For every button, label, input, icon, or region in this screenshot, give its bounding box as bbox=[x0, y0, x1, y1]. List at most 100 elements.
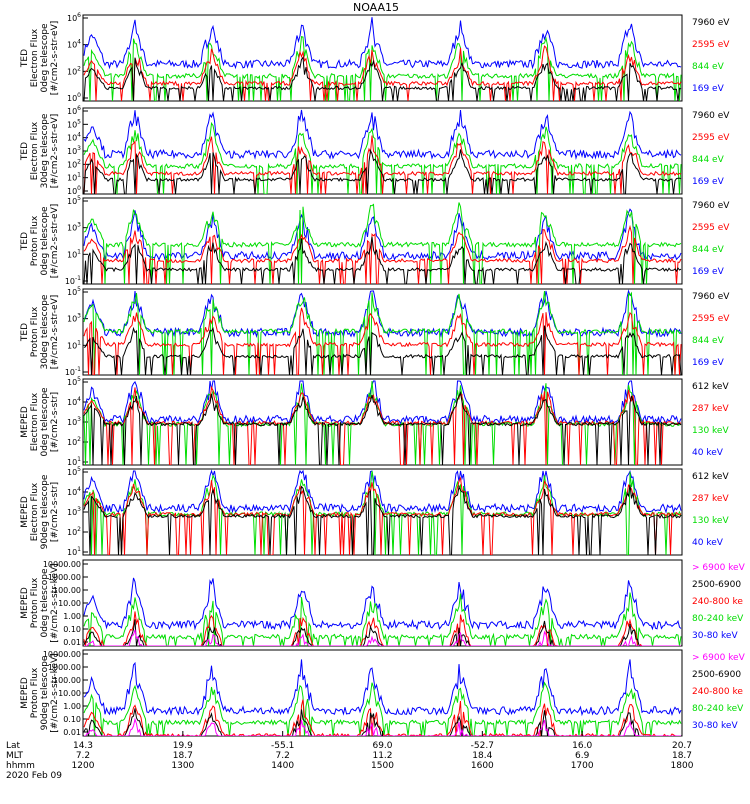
y-tick-label: 103 bbox=[67, 416, 81, 427]
y-tick-label: 1000.00 bbox=[48, 663, 81, 672]
panel-1: 100 102 104 106 TEDElectron Flux0deg telesco… bbox=[20, 12, 730, 103]
y-tick-label: 103 bbox=[67, 145, 81, 156]
series-line bbox=[83, 56, 682, 101]
x-tick-label: 6.9 bbox=[575, 751, 590, 761]
y-tick-label: 0.01 bbox=[63, 728, 81, 737]
series-line bbox=[83, 121, 682, 194]
y-tick-label: 105 bbox=[67, 466, 81, 477]
legend-entry: 612 keV bbox=[692, 472, 729, 482]
series-line bbox=[83, 45, 682, 101]
y-tick-label: 105 bbox=[67, 286, 81, 297]
y-tick-label: 1000.00 bbox=[48, 573, 81, 582]
series-line bbox=[83, 390, 682, 465]
series-line bbox=[83, 149, 682, 194]
x-tick-label: 7.2 bbox=[276, 751, 290, 761]
legend-entry: 7960 eV bbox=[692, 292, 730, 302]
y-tick-label: 105 bbox=[67, 195, 81, 206]
legend-entry: 287 keV bbox=[692, 404, 729, 414]
legend-entry: 30-80 keV bbox=[692, 721, 738, 731]
x-row-label: Lat bbox=[6, 741, 21, 751]
series-line bbox=[83, 208, 682, 262]
y-axis-label: TEDElectron Flux0deg telescope[#/cm2-s-s… bbox=[20, 21, 60, 96]
x-tick-label: 1500 bbox=[371, 761, 394, 771]
y-tick-label: 104 bbox=[67, 396, 81, 407]
panel-8: 10000.00 1000.00 100.00 10.00 1.00 0.10 0.01ME… bbox=[20, 649, 746, 737]
figure-title: NOAA15 bbox=[353, 1, 399, 14]
x-tick-label: 69.0 bbox=[372, 741, 392, 751]
y-tick-label: 104 bbox=[67, 132, 81, 143]
panel-2: 100 101 102 103 104 105 106 TEDElectron Flux30d… bbox=[20, 105, 730, 196]
legend-entry: 844 eV bbox=[692, 155, 725, 165]
legend-entry: 7960 eV bbox=[692, 201, 730, 211]
series-line bbox=[83, 202, 682, 284]
series-line bbox=[83, 592, 682, 646]
y-tick-label: 103 bbox=[67, 222, 81, 233]
x-row-label: 2020 Feb 09 bbox=[6, 771, 62, 781]
legend-entry: 844 eV bbox=[692, 62, 725, 72]
x-tick-label: -52.7 bbox=[471, 741, 494, 751]
series-line bbox=[83, 577, 682, 631]
y-tick-label: 0.10 bbox=[63, 715, 81, 724]
y-tick-label: 10-1 bbox=[65, 366, 81, 377]
x-tick-label: 1800 bbox=[671, 761, 694, 771]
y-tick-label: 102 bbox=[67, 65, 81, 76]
series-line bbox=[83, 289, 682, 339]
legend-entry: 169 eV bbox=[692, 267, 725, 277]
series-line bbox=[83, 17, 682, 70]
legend-entry: 169 eV bbox=[692, 84, 725, 94]
legend-entry: 240-800 ke bbox=[692, 687, 743, 697]
y-axis-label: TEDElectron Flux30deg telescope[#/cm2-s-… bbox=[20, 113, 60, 188]
series-line bbox=[83, 325, 682, 375]
legend-entry: 2595 eV bbox=[692, 40, 730, 50]
legend-entry: 7960 eV bbox=[692, 18, 730, 28]
y-axis-label: MEPEDElectron Flux0deg telescope[#/cm2-s… bbox=[20, 387, 60, 457]
legend-entry: 287 keV bbox=[692, 494, 729, 504]
legend-entry: 2595 eV bbox=[692, 314, 730, 324]
legend-entry: 169 eV bbox=[692, 177, 725, 187]
x-tick-label: 18.4 bbox=[472, 751, 492, 761]
legend-entry: 2500-6900 bbox=[692, 580, 741, 590]
x-row-label: MLT bbox=[6, 751, 24, 761]
y-tick-label: 102 bbox=[67, 526, 81, 537]
legend-entry: 80-240 keV bbox=[692, 614, 744, 624]
y-tick-label: 0.10 bbox=[63, 625, 81, 634]
y-tick-label: 101 bbox=[67, 172, 81, 183]
y-tick-label: 100.00 bbox=[53, 676, 81, 685]
y-axis-label: TEDProton Flux0deg telescope[#/cm2-s-str… bbox=[20, 204, 60, 279]
legend-entry: 130 keV bbox=[692, 426, 729, 436]
legend-entry: > 6900 keV bbox=[692, 563, 746, 573]
series-line bbox=[83, 109, 682, 160]
y-tick-label: 101 bbox=[67, 248, 81, 259]
series-line bbox=[83, 380, 682, 426]
panel-3: 10-1 101 103 105 TEDProton Flux0deg telescop… bbox=[20, 195, 730, 286]
y-tick-label: 101 bbox=[67, 339, 81, 350]
x-tick-label: 1700 bbox=[571, 761, 594, 771]
series-line bbox=[83, 135, 682, 194]
series-line bbox=[83, 385, 682, 465]
series-line bbox=[83, 290, 682, 375]
legend-entry: 40 keV bbox=[692, 448, 724, 458]
legend-entry: 844 eV bbox=[692, 336, 725, 346]
legend-entry: 7960 eV bbox=[692, 111, 730, 121]
y-axis-label: MEPEDProton Flux90deg telescope[#/cm2-s-… bbox=[20, 653, 60, 732]
x-tick-label: 1300 bbox=[171, 761, 194, 771]
panel-5: 101 102 103 104 105 MEPEDElectron Flux0deg te… bbox=[20, 376, 729, 467]
x-tick-label: 16.0 bbox=[572, 741, 592, 751]
legend-entry: > 6900 keV bbox=[692, 653, 746, 663]
y-tick-label: 100 bbox=[67, 185, 81, 196]
legend-entry: 2500-6900 bbox=[692, 670, 741, 680]
y-tick-label: 101 bbox=[67, 546, 81, 557]
series-line bbox=[83, 224, 682, 284]
y-tick-label: 10-1 bbox=[65, 275, 81, 286]
y-tick-label: 10000.00 bbox=[43, 650, 81, 659]
y-tick-label: 10000.00 bbox=[43, 560, 81, 569]
y-axis-label: MEPEDProton Flux0deg telescope[#/cm2-s-s… bbox=[20, 563, 60, 642]
y-tick-label: 10.00 bbox=[58, 689, 81, 698]
panel-6: 101 102 103 104 105 MEPEDElectron Flux90deg t… bbox=[20, 466, 729, 557]
panel-frame bbox=[82, 288, 683, 376]
y-tick-label: 105 bbox=[67, 376, 81, 387]
x-tick-label: 14.3 bbox=[73, 741, 93, 751]
legend-entry: 169 eV bbox=[692, 358, 725, 368]
legend-entry: 130 keV bbox=[692, 516, 729, 526]
